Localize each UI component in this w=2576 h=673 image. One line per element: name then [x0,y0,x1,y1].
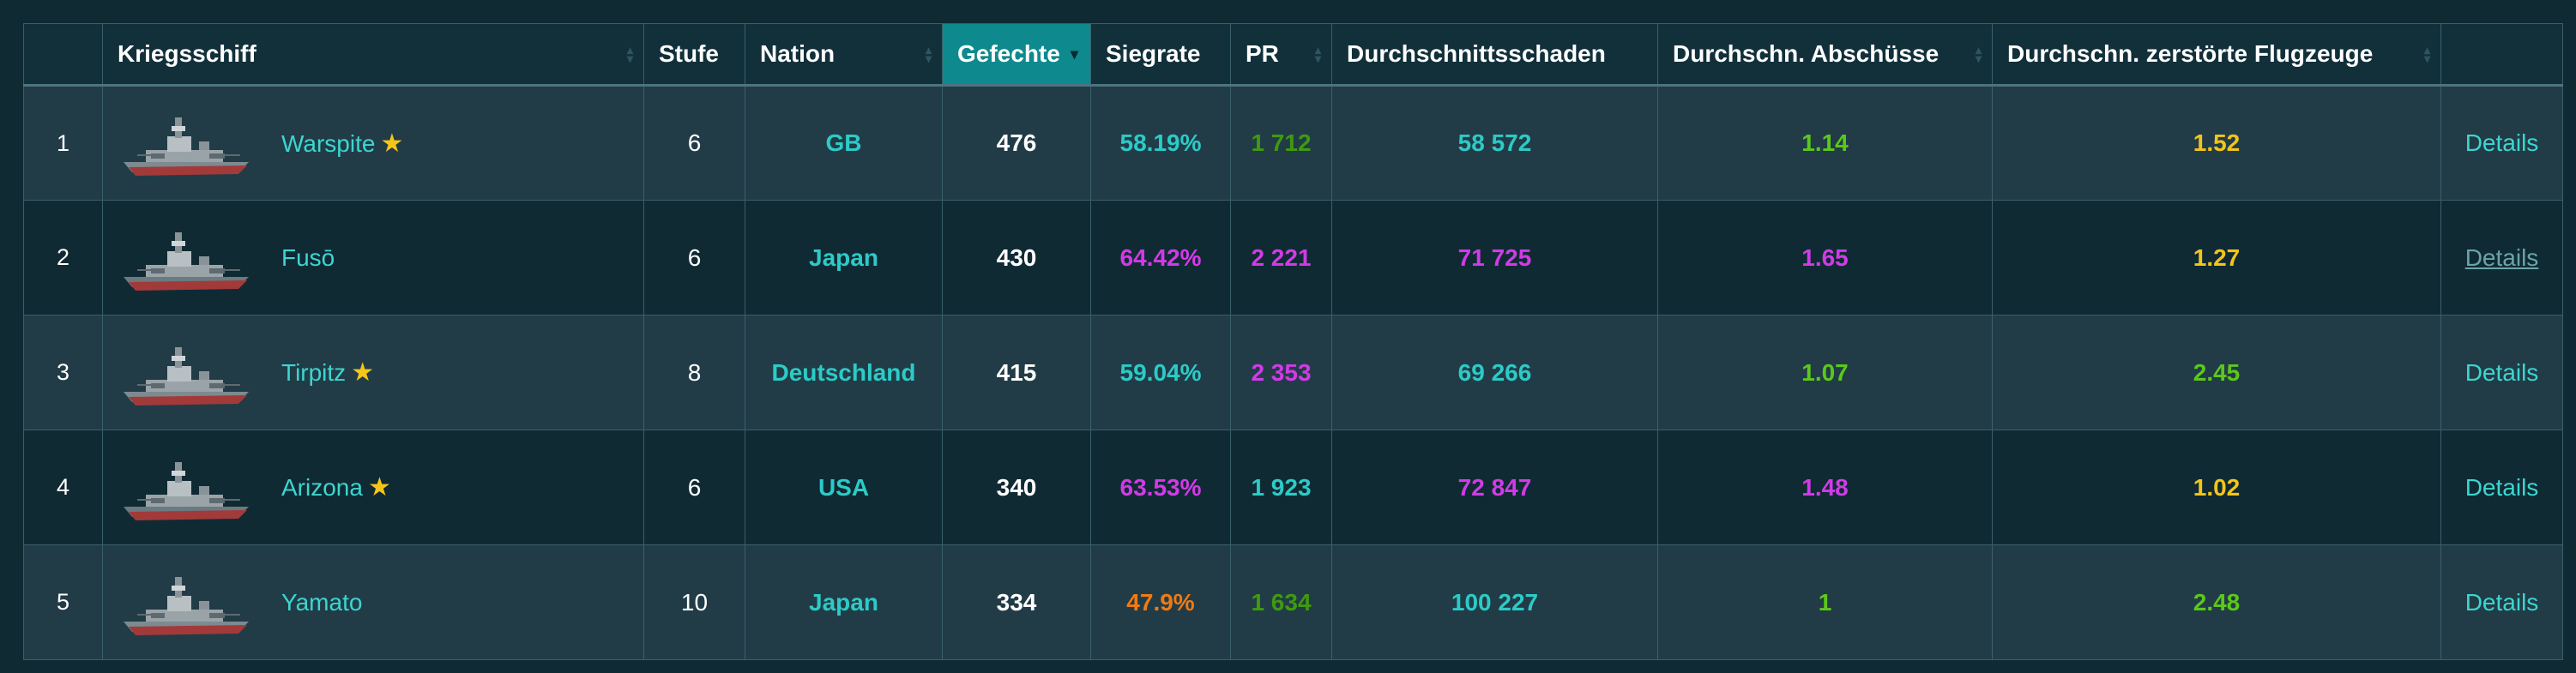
ship-name-link[interactable]: Tirpitz [281,359,347,386]
battles-cell: 334 [942,544,1091,660]
nation-cell: Japan [745,544,943,660]
tier-cell: 6 [643,430,745,545]
rank-cell: 4 [23,430,103,545]
nation-cell: Deutschland [745,315,943,430]
column-header-avg-planes[interactable]: Durchschn. zerstörte Flugzeuge ▴ ▾ [1992,23,2441,87]
ship-name-link[interactable]: Yamato [281,588,363,616]
battles-cell: 415 [942,315,1091,430]
ship-stats-table-container: Kriegsschiff ▴ ▾ Stufe Nation ▴ ▾ Gefechte ▾ … [23,23,2563,660]
column-header-battles[interactable]: Gefechte ▾ [942,23,1091,87]
column-header-avg-kills[interactable]: Durchschn. Abschüsse ▴ ▾ [1657,23,1993,87]
ship-image [120,102,257,184]
avg-damage-cell: 100 227 [1331,544,1658,660]
column-header-rank [23,23,103,87]
battles-cell: 340 [942,430,1091,545]
premium-star-icon: ★ [380,129,404,158]
rank-cell: 1 [23,85,103,201]
avg-planes-cell: 2.48 [1992,544,2441,660]
sort-icon: ▴ ▾ [626,43,633,65]
rank-cell: 2 [23,200,103,315]
avg-kills-cell: 1 [1657,544,1993,660]
pr-cell: 1 712 [1230,85,1332,201]
pr-cell: 2 353 [1230,315,1332,430]
ship-image [120,217,257,299]
details-cell: Details [2440,430,2563,545]
nation-cell: Japan [745,200,943,315]
pr-cell: 2 221 [1230,200,1332,315]
ship-name-link[interactable]: Warspite [281,129,376,157]
avg-kills-cell: 1.07 [1657,315,1993,430]
column-header-nation[interactable]: Nation ▴ ▾ [745,23,943,87]
avg-kills-cell: 1.14 [1657,85,1993,201]
details-link[interactable]: Details [2464,129,2539,156]
details-link[interactable]: Details [2464,473,2539,501]
winrate-cell: 47.9% [1090,544,1231,660]
winrate-cell: 63.53% [1090,430,1231,545]
avg-planes-cell: 1.02 [1992,430,2441,545]
tier-cell: 10 [643,544,745,660]
nation-cell: GB [745,85,943,201]
column-header-pr[interactable]: PR ▴ ▾ [1230,23,1332,87]
ship-cell[interactable]: Tirpitz ★ [102,315,644,430]
pr-cell: 1 923 [1230,430,1332,545]
table-row[interactable]: 1 Warspite ★ 6 GB 476 58.19% 1 712 58 572… [23,85,2563,201]
winrate-cell: 59.04% [1090,315,1231,430]
tier-cell: 8 [643,315,745,430]
table-row[interactable]: 4 Arizona ★ 6 USA 340 63.53% 1 923 72 847… [23,430,2563,545]
column-header-details [2440,23,2563,87]
avg-planes-cell: 2.45 [1992,315,2441,430]
avg-planes-cell: 1.52 [1992,85,2441,201]
ship-stats-table: Kriegsschiff ▴ ▾ Stufe Nation ▴ ▾ Gefechte ▾ … [23,23,2563,660]
ship-image [120,332,257,414]
avg-kills-cell: 1.48 [1657,430,1993,545]
table-row[interactable]: 5 Yamato 10 Japan 334 47.9% 1 634 100 22… [23,544,2563,660]
avg-kills-cell: 1.65 [1657,200,1993,315]
ship-name-link[interactable]: Arizona [281,474,363,501]
avg-damage-cell: 72 847 [1331,430,1658,545]
details-link[interactable]: Details [2464,358,2539,386]
ship-cell[interactable]: Yamato [102,544,644,660]
sort-icon: ▴ ▾ [2423,43,2430,65]
avg-damage-cell: 58 572 [1331,85,1658,201]
winrate-cell: 58.19% [1090,85,1231,201]
ship-image [120,447,257,529]
rank-cell: 3 [23,315,103,430]
table-body: 1 Warspite ★ 6 GB 476 58.19% 1 712 58 572… [23,85,2563,660]
ship-cell[interactable]: Arizona ★ [102,430,644,545]
ship-cell[interactable]: Fusō [102,200,644,315]
premium-star-icon: ★ [367,473,391,502]
avg-damage-cell: 69 266 [1331,315,1658,430]
avg-planes-cell: 1.27 [1992,200,2441,315]
ship-image [120,562,257,644]
column-header-winrate[interactable]: Siegrate [1090,23,1231,87]
ship-name-link[interactable]: Fusō [281,243,335,271]
details-cell: Details [2440,315,2563,430]
table-header-row: Kriegsschiff ▴ ▾ Stufe Nation ▴ ▾ Gefechte ▾ … [23,23,2563,87]
details-cell: Details [2440,544,2563,660]
details-link[interactable]: Details [2464,588,2539,616]
sort-desc-icon: ▾ [1070,45,1078,63]
ship-cell[interactable]: Warspite ★ [102,85,644,201]
premium-star-icon: ★ [351,358,375,387]
column-header-avg-damage[interactable]: Durchschnittsschaden [1331,23,1658,87]
details-cell: Details [2440,200,2563,315]
nation-cell: USA [745,430,943,545]
winrate-cell: 64.42% [1090,200,1231,315]
sort-icon: ▴ ▾ [1975,43,1982,65]
battles-cell: 476 [942,85,1091,201]
sort-icon: ▴ ▾ [925,43,932,65]
tier-cell: 6 [643,85,745,201]
details-cell: Details [2440,85,2563,201]
pr-cell: 1 634 [1230,544,1332,660]
details-link[interactable]: Details [2464,243,2539,271]
tier-cell: 6 [643,200,745,315]
column-header-ship[interactable]: Kriegsschiff ▴ ▾ [102,23,644,87]
rank-cell: 5 [23,544,103,660]
battles-cell: 430 [942,200,1091,315]
avg-damage-cell: 71 725 [1331,200,1658,315]
column-header-tier[interactable]: Stufe [643,23,745,87]
sort-icon: ▴ ▾ [1314,43,1321,65]
table-row[interactable]: 3 Tirpitz ★ 8 Deutschland 415 59.04% 2 35… [23,315,2563,430]
table-row[interactable]: 2 Fusō 6 Japan 430 64.42% 2 221 71 725 1… [23,200,2563,315]
